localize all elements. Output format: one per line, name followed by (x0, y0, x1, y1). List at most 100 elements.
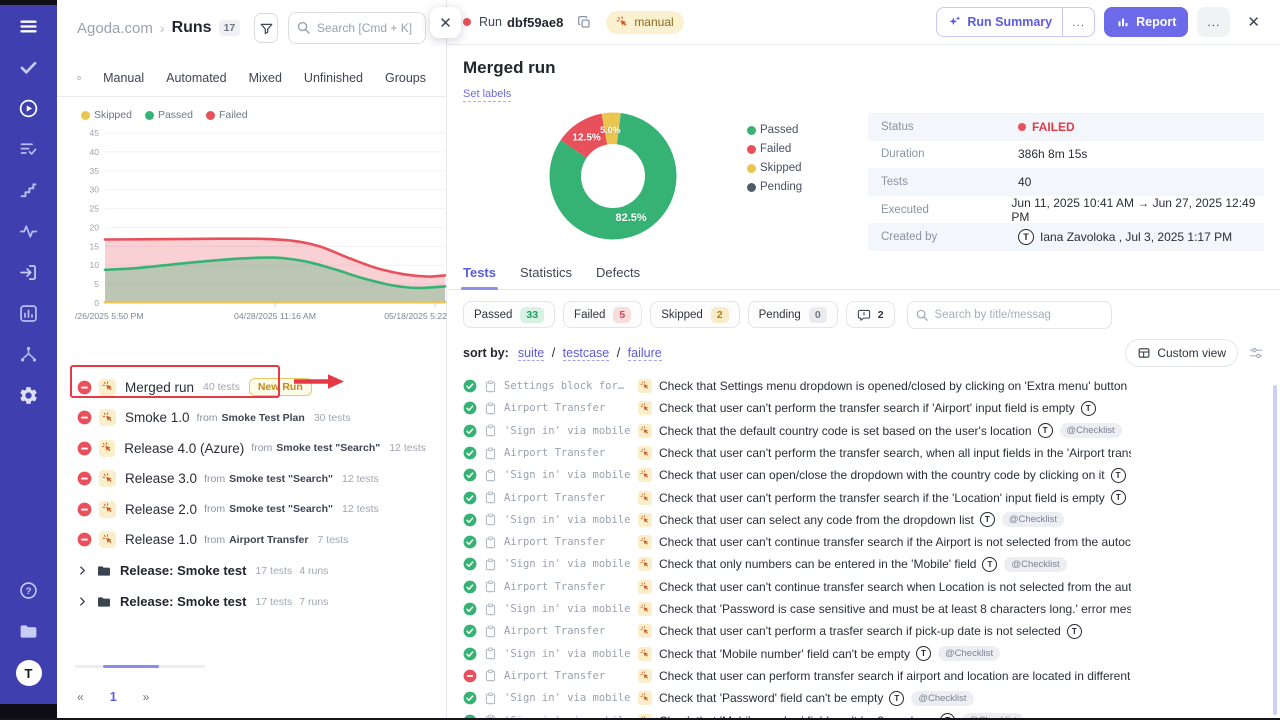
sidebar-help-icon[interactable]: ? (17, 578, 41, 602)
breadcrumb-project[interactable]: Agoda.com (77, 20, 153, 37)
run-row[interactable]: Release 4.0 (Azure)fromSmoke test "Searc… (77, 433, 426, 464)
more-actions-button[interactable]: ... (1197, 7, 1230, 37)
run-row[interactable]: Smoke 1.0fromSmoke Test Plan30 tests (77, 403, 426, 434)
test-title: Check that user can't continue transfer … (659, 535, 1131, 549)
filter-chip-passed[interactable]: Passed33 (463, 301, 555, 328)
assignee-avatar: T (1081, 401, 1096, 416)
run-group-row[interactable]: Release: Smoke test17 tests7 runs (77, 586, 426, 617)
detail-close-button[interactable]: ✕ (1243, 9, 1264, 35)
run-group-row[interactable]: Release: Smoke test17 tests4 runs (77, 555, 426, 586)
status-dot (1018, 123, 1026, 131)
sidebar-folder-light-icon[interactable] (17, 619, 41, 643)
test-row[interactable]: 'Sign in' via mobileCheck that 'Password… (463, 687, 1131, 709)
sidebar-branch-icon[interactable] (17, 342, 41, 366)
sidebar-list-check-icon[interactable] (17, 137, 41, 161)
copy-run-id-button[interactable] (577, 15, 592, 30)
run-from-label: from (204, 534, 225, 546)
select-all-icon[interactable] (77, 70, 81, 86)
tune-icon[interactable] (1248, 345, 1264, 361)
chevron-right-icon[interactable] (77, 565, 88, 576)
run-summary-button[interactable]: Run Summary ... (936, 7, 1095, 37)
runs-tab-unfinished[interactable]: Unfinished (304, 71, 363, 85)
info-text: Jun 11, 2025 10:41 AM → Jun 27, 2025 12:… (1011, 196, 1264, 224)
testcase-icon (484, 558, 497, 571)
assignee-avatar: T (1067, 624, 1082, 639)
horizontal-scrollbar[interactable] (75, 665, 205, 668)
detail-tab-statistics[interactable]: Statistics (520, 265, 572, 289)
test-row[interactable]: Airport TransferCheck that user can't pe… (463, 397, 1131, 419)
sidebar-gear-icon[interactable] (17, 383, 41, 407)
sidebar-import-icon[interactable] (17, 260, 41, 284)
sidebar-activity-icon[interactable] (17, 219, 41, 243)
tests-search-input[interactable] (907, 301, 1112, 329)
test-row[interactable]: 'Sign in' via mobileCheck that user can … (463, 464, 1131, 486)
test-suite-name: Airport Transfer (504, 670, 632, 682)
test-row[interactable]: Airport TransferCheck that user can't co… (463, 531, 1131, 553)
detail-tab-defects[interactable]: Defects (596, 265, 640, 289)
test-row[interactable]: Airport TransferCheck that user can perf… (463, 665, 1131, 687)
test-row[interactable]: Airport TransferCheck that user can't co… (463, 576, 1131, 598)
test-row[interactable]: Airport TransferCheck that user can't pe… (463, 620, 1131, 642)
filter-chip-comment[interactable]: 2 (846, 301, 895, 328)
filter-chip-skipped[interactable]: Skipped2 (650, 301, 739, 328)
sort-option-testcase[interactable]: testcase (563, 346, 610, 361)
filter-chip-label: Skipped (661, 309, 703, 321)
test-row[interactable]: 'Sign in' via mobileCheck that 'Mobile n… (463, 643, 1131, 665)
pagination-next[interactable]: » (143, 690, 150, 704)
pagination-current-page[interactable]: 1 (110, 690, 117, 704)
sidebar-check-icon[interactable] (17, 55, 41, 79)
sort-option-failure[interactable]: failure (628, 346, 662, 361)
run-row[interactable]: Release 3.0fromSmoke test "Search"12 tes… (77, 464, 426, 495)
filter-chip-pending[interactable]: Pending0 (748, 301, 838, 328)
run-row[interactable]: Release 1.0fromAirport Transfer7 tests (77, 525, 426, 556)
report-button[interactable]: Report (1104, 7, 1188, 37)
filter-chip-failed[interactable]: Failed5 (563, 301, 642, 328)
run-tests-count: 7 tests (317, 534, 348, 546)
runs-tab-groups[interactable]: Groups (385, 71, 426, 85)
runs-tab-automated[interactable]: Automated (166, 71, 226, 85)
sidebar-menu-icon[interactable] (17, 14, 41, 38)
test-row[interactable]: Airport TransferCheck that user can't pe… (463, 486, 1131, 508)
test-row[interactable]: Airport TransferCheck that user can't pe… (463, 442, 1131, 464)
runs-tab-mixed[interactable]: Mixed (249, 71, 282, 85)
svg-text:/26/2025 5:50 PM: /26/2025 5:50 PM (75, 311, 144, 321)
test-row[interactable]: 'Sign in' via mobileCheck that the defau… (463, 420, 1131, 442)
legend-dot-passed (145, 111, 154, 120)
run-summary-more-button[interactable]: ... (1062, 8, 1094, 36)
manual-test-icon (638, 535, 652, 549)
group-runs-count: 7 runs (299, 596, 328, 608)
panel-close-button[interactable]: ✕ (430, 7, 461, 38)
manual-test-icon (638, 446, 652, 460)
testcase-icon (484, 424, 497, 437)
info-label: Status (868, 121, 1018, 133)
test-row[interactable]: Settings block for…Check that Settings m… (463, 375, 1131, 397)
svg-text:40: 40 (90, 147, 100, 157)
vertical-scrollbar[interactable] (1273, 385, 1277, 715)
test-suite-name: Airport Transfer (504, 402, 632, 414)
detail-tab-tests[interactable]: Tests (463, 265, 496, 289)
user-avatar[interactable]: T (16, 660, 42, 686)
manual-run-icon (99, 470, 116, 487)
chevron-right-icon[interactable] (77, 596, 88, 607)
sidebar-chart-box-icon[interactable] (17, 301, 41, 325)
sort-option-suite[interactable]: suite (518, 346, 544, 361)
scrollbar-thumb[interactable] (103, 665, 159, 668)
test-suite-name: 'Sign in' via mobile (504, 692, 632, 704)
sort-by-label: sort by: (463, 346, 509, 360)
test-row[interactable]: 'Sign in' via mobileCheck that only numb… (463, 553, 1131, 575)
test-row[interactable]: 'Sign in' via mobileCheck that 'Password… (463, 598, 1131, 620)
run-row[interactable]: Merged run40 testsNew Run (77, 372, 426, 403)
runs-list-panel: Agoda.com › Runs 17 ✕ ManualAutomatedMix… (57, 0, 447, 720)
sidebar-steps-icon[interactable] (17, 178, 41, 202)
donut-legend-label: Failed (760, 143, 791, 155)
pagination-prev[interactable]: « (77, 690, 84, 704)
runs-tab-manual[interactable]: Manual (103, 71, 144, 85)
testcase-icon (484, 625, 497, 638)
custom-view-button[interactable]: Custom view (1125, 339, 1238, 367)
sidebar-play-circle-icon[interactable] (17, 96, 41, 120)
test-row[interactable]: 'Sign in' via mobileCheck that user can … (463, 509, 1131, 531)
test-suite-name: 'Sign in' via mobile (504, 514, 632, 526)
run-row[interactable]: Release 2.0fromSmoke test "Search"12 tes… (77, 494, 426, 525)
filter-button[interactable] (254, 13, 278, 43)
set-labels-link[interactable]: Set labels (463, 88, 511, 102)
